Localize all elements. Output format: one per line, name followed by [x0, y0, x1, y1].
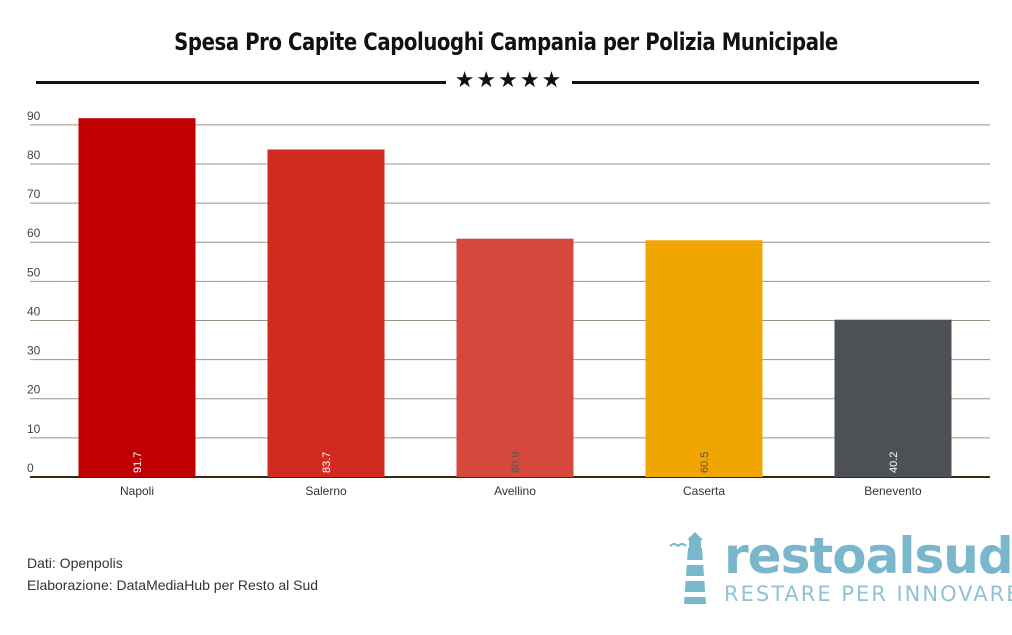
data-source: Dati: Openpolis	[27, 555, 123, 571]
y-tick-label: 30	[27, 344, 41, 358]
title-divider-right	[572, 81, 979, 84]
y-tick-label: 70	[27, 187, 41, 201]
y-tick-label: 40	[27, 304, 41, 318]
x-tick-label: Avellino	[494, 484, 536, 498]
data-label: 83.7	[321, 452, 333, 473]
data-label: 60.9	[510, 452, 522, 473]
star-rating-icon: ★★★★★	[454, 68, 564, 93]
bar-benevento	[834, 319, 952, 477]
x-tick-label: Napoli	[120, 484, 154, 498]
logo-wordmark: restoalsud	[724, 527, 1012, 585]
data-label: 40.2	[888, 452, 900, 473]
restoalsud-logo[interactable]: restoalsud RESTARE PER INNOVARE	[662, 530, 1012, 608]
bar-salerno	[267, 149, 385, 477]
x-tick-label: Salerno	[305, 484, 347, 498]
y-tick-label: 60	[27, 226, 41, 240]
y-tick-label: 80	[27, 148, 41, 162]
elaboration-credit: Elaborazione: DataMediaHub per Resto al …	[27, 577, 319, 593]
bar-caserta	[645, 240, 763, 477]
y-tick-label: 20	[27, 383, 41, 397]
y-tick-label: 0	[27, 461, 34, 475]
data-label: 91.7	[132, 452, 144, 473]
title-divider-left	[36, 81, 446, 84]
data-label: 60.5	[699, 452, 711, 473]
x-tick-label: Caserta	[683, 484, 725, 498]
chart-title: Spesa Pro Capite Capoluoghi Campania per…	[174, 28, 838, 56]
y-tick-label: 50	[27, 265, 41, 279]
bar-avellino	[456, 238, 574, 477]
logo-tagline: RESTARE PER INNOVARE	[724, 582, 1012, 606]
bar-chart: 0 10 20 30 40 50 60 70 80 90 91.7 Napoli 83.7 Salern…	[27, 109, 990, 498]
lighthouse-icon	[669, 532, 706, 604]
x-tick-label: Benevento	[864, 484, 922, 498]
y-tick-label: 90	[27, 109, 41, 123]
bar-napoli	[78, 118, 196, 477]
y-tick-label: 10	[27, 422, 41, 436]
